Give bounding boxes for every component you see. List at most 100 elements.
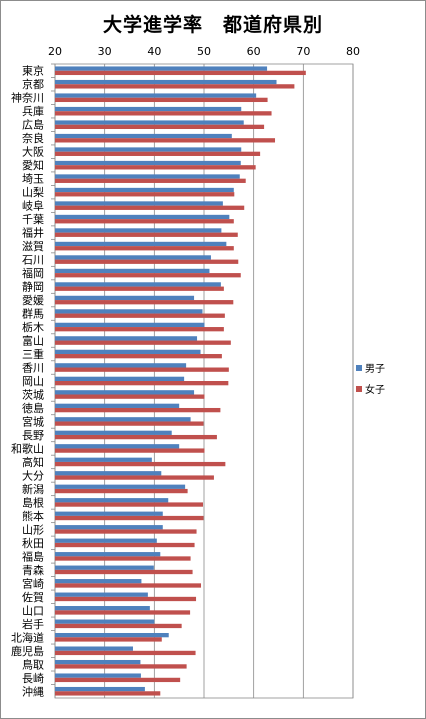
legend-label-boys: 男子	[365, 364, 385, 375]
bar-girls	[55, 434, 217, 440]
bar-boys	[55, 471, 162, 476]
category-label: 福岡	[22, 266, 44, 280]
category-label: 茨城	[22, 387, 44, 401]
bar-girls	[55, 111, 272, 116]
bar-boys	[55, 403, 180, 408]
bar-girls	[55, 542, 195, 548]
bar-boys	[55, 565, 154, 570]
bar-girls	[55, 448, 205, 453]
bar-girls	[55, 488, 188, 494]
bar-boys	[55, 498, 169, 503]
bar-girls	[55, 84, 295, 89]
category-label: 岐阜	[22, 200, 44, 213]
bar-boys	[55, 79, 277, 85]
bar-boys	[55, 484, 186, 489]
bar-boys	[55, 525, 163, 530]
bar-girls	[55, 637, 162, 642]
bar-boys	[55, 174, 240, 179]
category-label: 香川	[22, 362, 44, 375]
category-label: 兵庫	[22, 104, 44, 118]
category-label: 佐賀	[22, 590, 44, 604]
bar-girls	[55, 691, 161, 696]
category-label: 長野	[22, 429, 44, 442]
bar-boys	[55, 268, 210, 274]
legend-swatch-boys	[356, 364, 362, 371]
x-tick-label: 30	[98, 45, 112, 58]
bar-boys	[55, 336, 198, 341]
bar-girls	[55, 178, 246, 183]
category-label: 愛知	[22, 158, 44, 172]
bar-boys	[55, 187, 234, 193]
bar-girls	[55, 407, 221, 413]
bar-girls	[55, 421, 204, 426]
bar-girls	[55, 70, 306, 76]
bar-boys	[55, 552, 161, 557]
bar-boys	[55, 120, 244, 125]
bar-girls	[55, 259, 239, 264]
bar-boys	[55, 255, 211, 260]
category-label: 大阪	[22, 145, 44, 159]
bar-girls	[55, 138, 276, 143]
category-label: 福井	[22, 226, 44, 240]
x-tick-label: 80	[346, 45, 360, 58]
bar-girls	[55, 327, 224, 332]
category-label: 埼玉	[22, 172, 44, 186]
bar-boys	[55, 214, 230, 220]
bar-girls	[55, 151, 261, 156]
bar-girls	[55, 502, 204, 507]
category-label: 岩手	[22, 617, 44, 631]
category-label: 栃木	[22, 320, 44, 334]
bar-girls	[55, 300, 234, 305]
bar-girls	[55, 124, 265, 130]
bar-boys	[55, 417, 191, 422]
x-tick-label: 40	[147, 45, 161, 58]
bar-boys	[55, 295, 195, 301]
bar-boys	[55, 349, 201, 355]
category-label: 秋田	[22, 536, 44, 550]
bar-girls	[55, 246, 234, 251]
category-label: 青森	[22, 563, 44, 577]
bar-girls	[55, 596, 197, 602]
chart-title: 大学進学率 都道府県別	[102, 14, 323, 36]
bar-girls	[55, 354, 222, 359]
category-label: 北海道	[11, 630, 44, 644]
bar-boys	[55, 376, 185, 381]
category-label: 三重	[22, 347, 44, 361]
bar-girls	[55, 232, 238, 237]
bar-boys	[55, 659, 141, 665]
bar-girls	[55, 610, 191, 615]
bar-girls	[55, 583, 202, 588]
category-label: 神奈川	[11, 91, 44, 105]
category-label: 岡山	[22, 375, 44, 388]
bar-boys	[55, 430, 172, 435]
bar-boys	[55, 579, 142, 584]
category-label: 鳥取	[22, 657, 44, 671]
x-tick-label: 20	[48, 45, 62, 58]
bar-girls	[55, 381, 229, 386]
bar-girls	[55, 529, 197, 534]
bar-girls	[55, 340, 231, 345]
legend-item-boys: 男子	[356, 360, 385, 375]
bar-girls	[55, 650, 196, 656]
bar-boys	[55, 606, 150, 611]
category-label: 宮崎	[22, 576, 44, 590]
bar-girls	[55, 623, 182, 629]
bar-boys	[55, 93, 257, 98]
bar-girls	[55, 273, 241, 278]
category-label: 熊本	[22, 509, 44, 523]
category-label: 東京	[22, 64, 44, 78]
category-label: 鹿児島	[11, 644, 44, 658]
bar-girls	[55, 165, 256, 170]
bar-boys	[55, 511, 163, 516]
category-label: 山梨	[22, 185, 44, 199]
bar-girls	[55, 515, 204, 521]
category-label: 広島	[22, 118, 44, 132]
bar-boys	[55, 228, 222, 233]
bar-boys	[55, 66, 268, 71]
category-label: 福島	[22, 549, 44, 563]
category-label: 滋賀	[22, 240, 44, 253]
bar-boys	[55, 147, 242, 152]
bar-girls	[55, 97, 268, 103]
bar-girls	[55, 475, 214, 480]
